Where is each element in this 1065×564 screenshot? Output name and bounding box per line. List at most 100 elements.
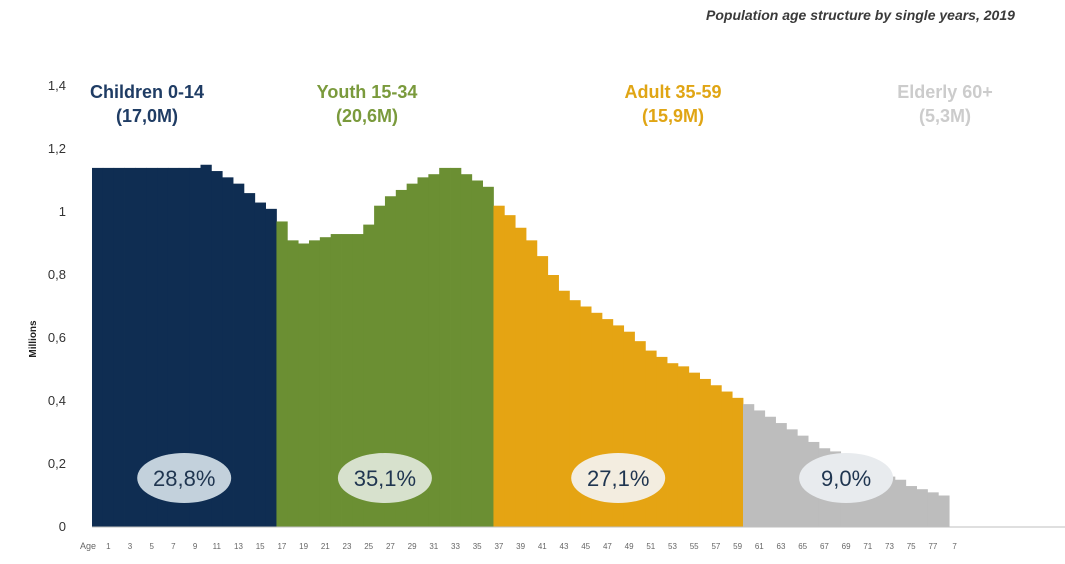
- group-label-elderly: Elderly 60+ (5,3M): [860, 80, 1030, 128]
- bar-age-10: [200, 164, 212, 527]
- bar-age-55: [688, 372, 700, 527]
- x-tick-label: 39: [516, 542, 525, 551]
- x-tick-label: 5: [149, 542, 154, 551]
- bar-age-22: [330, 234, 342, 528]
- x-tick-label: 21: [321, 542, 330, 551]
- bar-age-74: [894, 479, 907, 527]
- x-tick-label: 53: [668, 542, 677, 551]
- x-tick-label: 15: [256, 542, 265, 551]
- x-tick-label: 7: [171, 542, 176, 551]
- x-tick-label: 19: [299, 542, 308, 551]
- x-tick-label: 3: [128, 542, 133, 551]
- x-tick-label: 45: [581, 542, 590, 551]
- bar-age-1: [102, 167, 115, 527]
- chart-title: Population age structure by single years…: [706, 7, 1015, 23]
- x-tick-label: 25: [364, 542, 373, 551]
- bar-age-30: [417, 177, 429, 527]
- bar-age-49: [623, 331, 635, 527]
- y-tick-label: 0: [59, 519, 66, 534]
- bar-age-76: [916, 489, 928, 527]
- x-tick-label: 49: [625, 542, 634, 551]
- bar-age-73: [884, 476, 896, 527]
- bar-age-6: [157, 167, 169, 527]
- x-tick-label: 73: [885, 542, 894, 551]
- x-tick-label: 17: [277, 542, 286, 551]
- x-tick-label: 47: [603, 542, 612, 551]
- x-tick-label: 29: [408, 542, 417, 551]
- x-tick-label: 27: [386, 542, 395, 551]
- share-bubble-0: [137, 453, 232, 503]
- bar-age-52: [656, 356, 668, 527]
- bar-age-32: [439, 167, 451, 527]
- bar-age-26: [374, 205, 386, 527]
- share-label-0: 28,8%: [153, 466, 215, 491]
- x-tick-label: 63: [777, 542, 786, 551]
- bar-age-2: [113, 167, 125, 527]
- bar-age-37: [493, 205, 505, 527]
- x-axis-prefix: Age: [80, 541, 96, 551]
- x-tick-label: 35: [473, 542, 482, 551]
- y-tick-label: 0,6: [48, 330, 66, 345]
- bar-age-5: [146, 167, 158, 527]
- bar-age-44: [569, 300, 581, 527]
- bar-age-57: [710, 385, 722, 527]
- y-axis-label: Millions: [28, 320, 39, 358]
- x-tick-label: 41: [538, 542, 547, 551]
- bar-age-0: [92, 167, 104, 527]
- y-tick-label: 0,4: [48, 393, 66, 408]
- bar-age-18: [287, 240, 299, 527]
- x-tick-label: 23: [343, 542, 352, 551]
- bar-age-45: [580, 306, 592, 527]
- y-tick-label: 1: [59, 204, 66, 219]
- bar-age-38: [504, 215, 516, 527]
- x-tick-label: 1: [106, 542, 111, 551]
- bar-age-77: [927, 492, 939, 527]
- bar-age-75: [905, 486, 917, 527]
- bar-age-15: [254, 202, 266, 528]
- group-name-children: Children 0-14: [89, 82, 205, 102]
- x-tick-label: 33: [451, 542, 460, 551]
- bar-age-25: [363, 224, 375, 527]
- share-label-1: 35,1%: [354, 466, 416, 491]
- bar-age-59: [732, 397, 744, 527]
- group-label-youth: Youth 15-34 (20,6M): [282, 80, 452, 128]
- y-tick-label: 0,8: [48, 267, 66, 282]
- bar-age-47: [601, 319, 614, 527]
- bar-age-28: [395, 189, 408, 527]
- bar-age-64: [786, 429, 798, 527]
- bar-age-72: [873, 473, 885, 527]
- group-name-youth: Youth 15-34: [316, 82, 418, 102]
- bar-age-58: [721, 391, 733, 527]
- y-tick-label: 1,2: [48, 141, 66, 156]
- y-tick-label: 0,2: [48, 456, 66, 471]
- bar-age-50: [634, 341, 646, 527]
- bar-age-21: [319, 237, 332, 527]
- group-total-elderly: (5,3M): [918, 106, 971, 126]
- bar-age-31: [428, 174, 440, 527]
- bar-age-4: [135, 167, 147, 527]
- bar-age-43: [558, 290, 570, 527]
- share-bubble-2: [571, 453, 666, 503]
- bar-age-56: [699, 378, 711, 527]
- x-tick-label: 59: [733, 542, 742, 551]
- x-tick-label: 37: [494, 542, 503, 551]
- share-label-3: 9,0%: [821, 466, 871, 491]
- bar-age-42: [547, 275, 559, 527]
- x-tick-label: 7: [952, 542, 957, 551]
- bar-age-20: [309, 240, 321, 527]
- x-tick-label: 75: [907, 542, 916, 551]
- group-total-youth: (20,6M): [335, 106, 398, 126]
- bar-age-14: [243, 193, 256, 527]
- x-tick-label: 71: [863, 542, 872, 551]
- x-tick-label: 13: [234, 542, 243, 551]
- bar-age-48: [612, 325, 625, 527]
- bar-age-78: [938, 495, 950, 527]
- bar-age-63: [775, 423, 787, 527]
- x-tick-label: 51: [646, 542, 655, 551]
- bar-age-17: [276, 221, 288, 527]
- x-tick-label: 67: [820, 542, 829, 551]
- bar-age-40: [526, 240, 538, 527]
- x-tick-label: 55: [690, 542, 699, 551]
- bar-age-13: [233, 183, 245, 527]
- x-tick-label: 9: [193, 542, 198, 551]
